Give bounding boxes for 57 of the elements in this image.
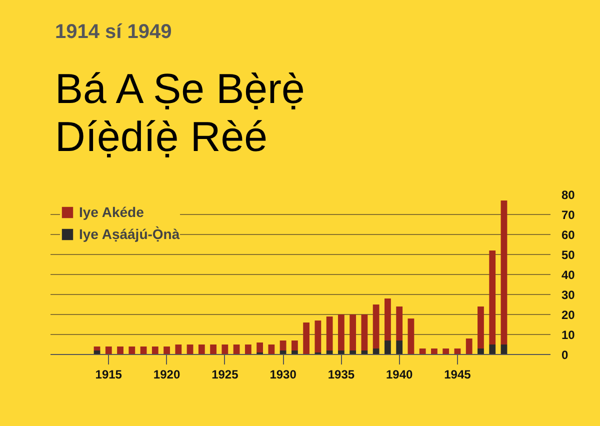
bar <box>500 200 508 344</box>
bar <box>117 346 124 354</box>
x-tick-label: 1925 <box>212 368 239 382</box>
chart-title: Bá A Ṣe Bẹ̀rẹ̀ Díẹ̀díẹ̀ Rèé <box>55 65 305 161</box>
x-tick-label: 1940 <box>386 368 414 382</box>
bar <box>384 298 391 340</box>
bar <box>244 344 252 354</box>
bar <box>478 348 484 354</box>
x-tick-label: 1945 <box>444 368 472 382</box>
bar <box>350 314 356 350</box>
bar <box>303 322 310 354</box>
bar <box>372 304 380 348</box>
bar <box>256 342 263 352</box>
bar <box>361 314 368 350</box>
bar <box>338 314 344 350</box>
x-tick-label: 1935 <box>328 368 355 382</box>
bar <box>94 346 100 350</box>
bar <box>222 344 228 354</box>
bar <box>489 344 496 354</box>
bar <box>280 340 286 350</box>
x-tick-label: 1920 <box>153 368 180 382</box>
bar <box>489 250 496 344</box>
bar <box>419 348 426 354</box>
bar <box>105 346 112 354</box>
y-tick-label: 30 <box>562 288 576 302</box>
bar <box>175 344 182 354</box>
bar <box>164 346 170 354</box>
y-tick-label: 40 <box>562 268 576 282</box>
bar <box>326 316 333 350</box>
y-tick-label: 50 <box>562 248 576 262</box>
bar <box>152 346 158 354</box>
bar <box>314 320 322 352</box>
bar <box>466 338 472 354</box>
bar <box>291 340 298 350</box>
y-tick-label: 10 <box>562 328 576 342</box>
x-tick-label: 1930 <box>270 368 297 382</box>
y-tick-label: 80 <box>562 188 576 202</box>
bar <box>268 344 275 354</box>
bar <box>396 306 403 340</box>
x-tick-label: 1915 <box>95 368 122 382</box>
bar <box>408 318 414 354</box>
y-tick-label: 0 <box>562 348 568 362</box>
y-tick-label: 20 <box>562 308 576 322</box>
bar <box>431 348 438 354</box>
bar <box>198 344 205 354</box>
legend-label: Iye Aṣáájú-Ọ̀nà <box>79 226 180 242</box>
bar <box>128 346 136 354</box>
y-tick-label: 70 <box>562 208 576 222</box>
bar <box>210 344 216 354</box>
y-tick-label: 60 <box>562 228 576 242</box>
bar <box>478 306 484 348</box>
bar <box>372 348 380 354</box>
chart-subtitle: 1914 sí 1949 <box>55 20 172 45</box>
legend-label: Iye Akéde <box>79 204 144 220</box>
bar <box>396 340 403 354</box>
bar <box>384 340 391 354</box>
bar <box>442 348 450 354</box>
